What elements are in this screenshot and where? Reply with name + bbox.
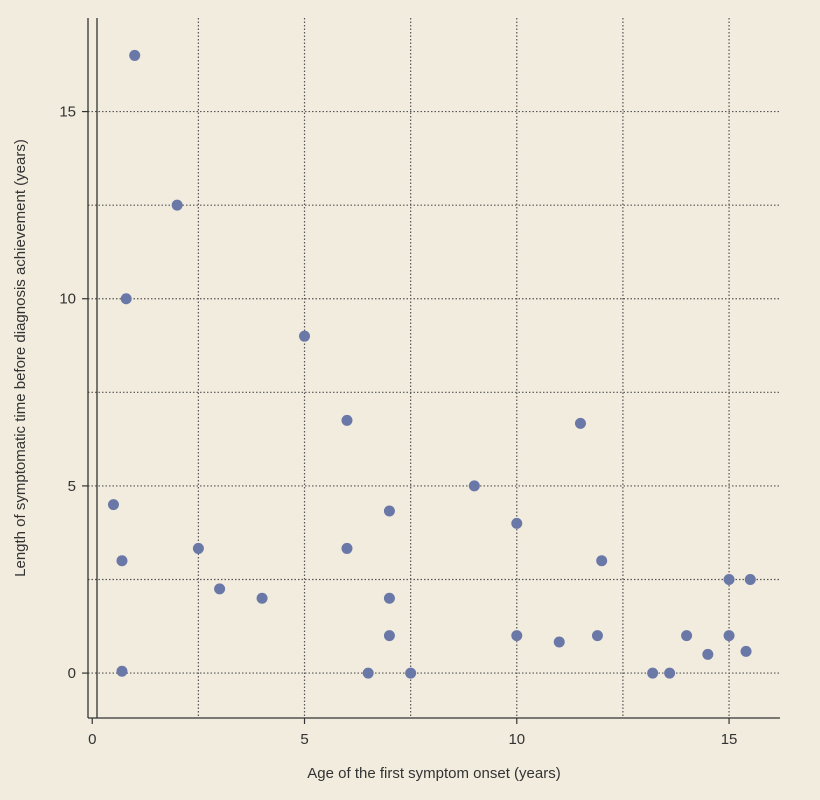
data-point: [468, 480, 480, 492]
data-point: [723, 630, 735, 642]
data-point: [192, 542, 204, 554]
data-point: [171, 199, 183, 211]
data-point: [107, 499, 119, 511]
x-tick-label: 10: [508, 731, 525, 748]
data-point: [129, 49, 141, 61]
y-tick-label: 0: [68, 665, 76, 682]
data-point: [299, 330, 311, 342]
data-point: [574, 417, 586, 429]
data-point: [702, 648, 714, 660]
data-point: [511, 630, 523, 642]
data-point: [341, 542, 353, 554]
data-point: [256, 592, 268, 604]
data-point: [116, 555, 128, 567]
data-point: [383, 505, 395, 517]
data-point: [744, 573, 756, 585]
tick-labels: 0 5 10 15 0 5 10 15: [59, 104, 737, 748]
data-point: [116, 665, 128, 677]
y-tick-label: 10: [59, 291, 76, 308]
data-point: [383, 630, 395, 642]
data-point: [740, 645, 752, 657]
y-tick-label: 5: [68, 478, 76, 495]
axes: [82, 18, 780, 724]
data-point: [664, 667, 676, 679]
data-point: [596, 555, 608, 567]
y-tick-label: 15: [59, 104, 76, 121]
data-point: [362, 667, 374, 679]
data-points: [107, 49, 756, 679]
data-point: [383, 592, 395, 604]
data-point: [341, 414, 353, 426]
data-point: [214, 583, 226, 595]
data-point: [681, 630, 693, 642]
x-tick-label: 0: [88, 731, 96, 748]
grid-lines: [88, 18, 780, 718]
x-axis-title: Age of the first symptom onset (years): [307, 765, 560, 782]
data-point: [405, 667, 417, 679]
data-point: [511, 517, 523, 529]
data-point: [553, 636, 565, 648]
data-point: [591, 630, 603, 642]
x-tick-label: 5: [300, 731, 308, 748]
data-point: [723, 573, 735, 585]
y-axis-title: Length of symptomatic time before diagno…: [12, 139, 29, 577]
data-point: [120, 293, 132, 305]
x-tick-label: 15: [721, 731, 738, 748]
data-point: [647, 667, 659, 679]
